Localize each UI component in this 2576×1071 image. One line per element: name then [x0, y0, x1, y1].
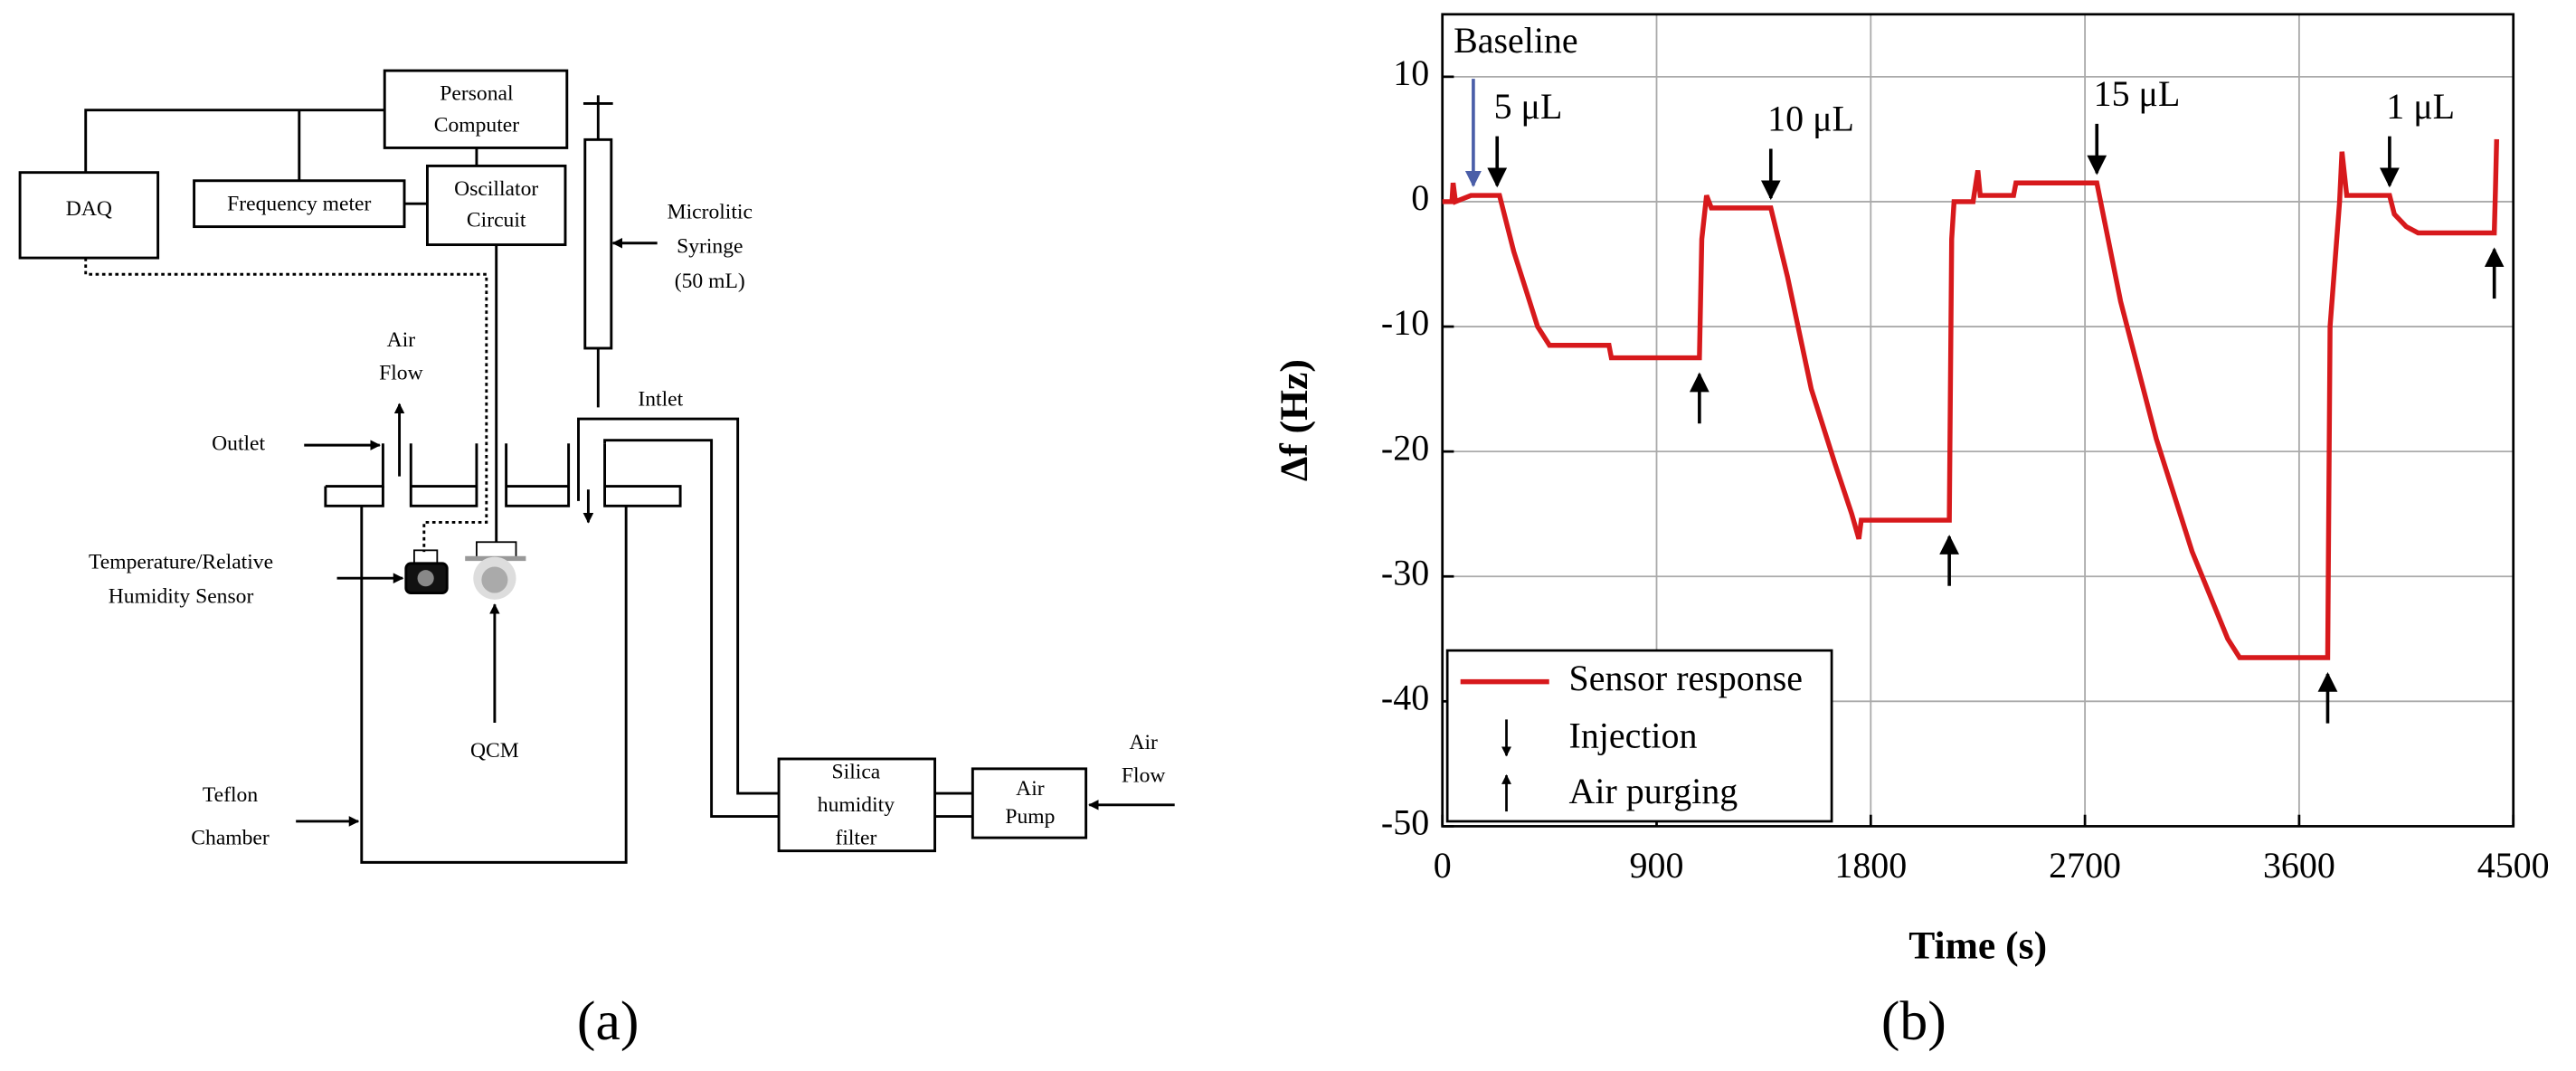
label: Intlet — [638, 388, 683, 412]
label: Computer — [434, 113, 520, 137]
tube — [577, 417, 780, 795]
y-tick-label: -10 — [1381, 302, 1429, 343]
legend-label: Injection — [1569, 715, 1698, 755]
y-tick-label: -30 — [1381, 552, 1429, 592]
chamber-top — [603, 443, 682, 507]
setup-diagram: Personal Computer DAQ Frequency meter Os… — [18, 69, 1175, 864]
daq-box — [18, 171, 160, 260]
wire — [84, 109, 385, 173]
caption: (b) — [1881, 990, 1946, 1052]
dotted-wire — [84, 258, 488, 553]
label: Circuit — [467, 209, 526, 232]
y-tick-label: -40 — [1381, 677, 1429, 717]
pump-box — [971, 767, 1088, 839]
label: Humidity Sensor — [109, 584, 254, 608]
label: humidity — [818, 793, 895, 817]
label: Temperature/Relative — [89, 550, 273, 573]
chart: -50 -40 -30 -20 -10 0 10 0 900 1800 2700 3600 4500 Ti… — [1273, 13, 2550, 968]
qcm-crystal — [481, 566, 508, 593]
x-tick-label: 4500 — [2477, 845, 2550, 886]
x-tick-label: 3600 — [2263, 845, 2335, 886]
label: Chamber — [191, 826, 270, 849]
y-axis-label: Δf (Hz) — [1273, 359, 1316, 481]
legend-label: Air purging — [1569, 771, 1738, 811]
chamber — [360, 506, 628, 864]
x-axis-label: Time (s) — [1908, 924, 2047, 968]
legend-label: Sensor response — [1569, 658, 1803, 698]
x-tick-label: 1800 — [1834, 845, 1907, 886]
label: Frequency meter — [227, 192, 371, 215]
label: Air — [1016, 777, 1045, 801]
label: DAQ — [66, 197, 112, 221]
annotation: 1 μL — [2386, 86, 2455, 127]
x-tick-label: 900 — [1630, 845, 1684, 886]
annotation: 5 μL — [1494, 86, 1563, 127]
sensor-lens — [417, 570, 434, 587]
label: Silica — [832, 761, 881, 784]
caption: (a) — [577, 990, 639, 1052]
y-tick-label: -50 — [1381, 802, 1429, 843]
chamber-top — [505, 443, 571, 507]
label: Personal — [440, 82, 514, 106]
label: Oscillator — [454, 177, 538, 201]
label: Air — [387, 328, 416, 352]
legend-box — [1445, 649, 1833, 823]
series-line — [1442, 138, 2500, 660]
filter-box — [777, 757, 937, 853]
syringe-body — [583, 137, 613, 350]
y-tick-label: 10 — [1393, 52, 1429, 93]
label: Syringe — [677, 235, 743, 259]
label: Air — [1129, 731, 1158, 754]
y-tick-label: 0 — [1411, 177, 1429, 218]
annotation: 10 μL — [1767, 99, 1854, 139]
label: Outlet — [212, 432, 265, 456]
chamber-top — [325, 443, 384, 488]
label: Pump — [1005, 805, 1055, 829]
y-tick-label: -20 — [1381, 427, 1429, 468]
chamber-top — [324, 486, 384, 507]
label: Flow — [379, 361, 423, 384]
label: Flow — [1122, 763, 1166, 787]
sensor-cap — [413, 549, 439, 564]
plot-frame — [1441, 13, 2515, 828]
annotation: 15 μL — [2094, 73, 2181, 114]
x-tick-label: 2700 — [2049, 845, 2121, 886]
x-tick-label: 0 — [1434, 845, 1452, 886]
label: (50 mL) — [675, 270, 745, 293]
label: Teflon — [203, 783, 258, 807]
annotation: Baseline — [1454, 20, 1578, 61]
label: Microlitic — [668, 200, 753, 223]
chamber-top — [409, 443, 478, 507]
label: filter — [835, 826, 876, 849]
label: QCM — [470, 739, 519, 763]
tube — [603, 439, 780, 818]
